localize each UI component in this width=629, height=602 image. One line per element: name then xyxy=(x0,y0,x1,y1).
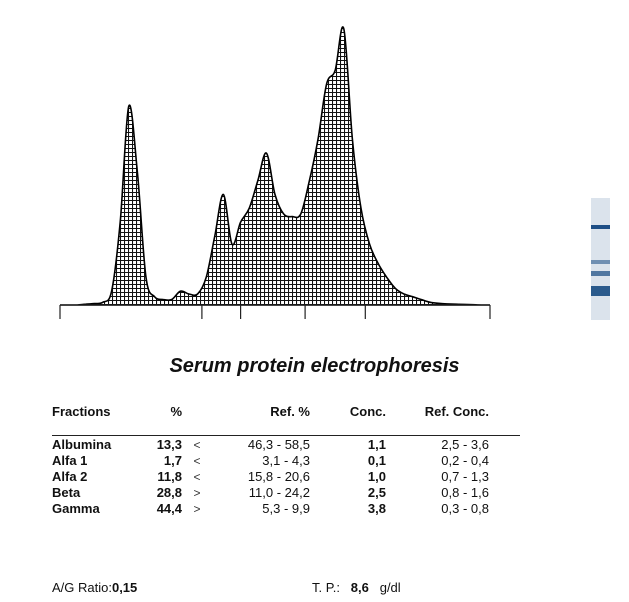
fraction-name: Gamma xyxy=(52,501,100,516)
fraction-ref-percent: 11,0 - 24,2 xyxy=(248,485,310,500)
fraction-ref-conc: 0,7 - 1,3 xyxy=(441,469,489,484)
gel-band-beta xyxy=(591,271,610,276)
densitogram-area xyxy=(60,26,490,306)
gel-strip-background xyxy=(591,198,610,320)
table-header-rule xyxy=(52,435,520,436)
header-ref-conc: Ref. Conc. xyxy=(424,404,489,419)
fraction-ref-percent: 3,1 - 4,3 xyxy=(262,453,310,468)
header-ref-percent: Ref. % xyxy=(270,404,310,419)
ag-ratio-value: 0,15 xyxy=(111,580,138,595)
fraction-conc: 2,5 xyxy=(367,485,386,500)
fraction-percent: 11,8 xyxy=(157,469,182,484)
fraction-percent: 1,7 xyxy=(163,453,182,468)
fraction-conc: 3,8 xyxy=(367,501,386,516)
gel-band-gamma xyxy=(591,286,610,296)
densitometer-gel-strip xyxy=(591,198,610,320)
header-conc: Conc. xyxy=(349,404,386,419)
table-header-row: Fractions % Ref. % Conc. Ref. Conc. xyxy=(52,404,489,431)
fraction-ref-conc: 0,3 - 0,8 xyxy=(441,501,489,516)
fraction-flag: > xyxy=(193,501,201,516)
fraction-name: Alfa 1 xyxy=(52,453,88,468)
header-percent: % xyxy=(170,404,182,419)
fraction-conc: 0,1 xyxy=(367,453,386,468)
fraction-name: Alfa 2 xyxy=(52,469,88,484)
fraction-percent: 44,4 xyxy=(156,501,182,516)
ag-ratio-label: A/G Ratio: xyxy=(52,580,112,595)
fraction-ref-conc: 0,8 - 1,6 xyxy=(441,485,489,500)
ag-ratio: A/G Ratio:0,15 xyxy=(52,580,137,595)
chart-title: Serum protein electrophoresis xyxy=(169,355,460,377)
table-row-beta: Beta 28,8 > 11,0 - 24,2 2,5 0,8 - 1,6 xyxy=(52,484,489,500)
table-row-alfa2: Alfa 2 11,8 < 15,8 - 20,6 1,0 0,7 - 1,3 xyxy=(52,468,489,484)
header-flag xyxy=(182,404,212,431)
fraction-percent: 28,8 xyxy=(156,485,182,500)
electrophoresis-chart xyxy=(59,26,491,319)
fraction-flag: > xyxy=(193,485,201,500)
fraction-ref-conc: 2,5 - 3,6 xyxy=(441,437,489,452)
table-row-albumina: Albumina 13,3 < 46,3 - 58,5 1,1 2,5 - 3,… xyxy=(52,431,489,452)
total-protein: T. P.: 8,6 g/dl xyxy=(312,580,401,595)
fraction-conc: 1,1 xyxy=(367,437,386,452)
total-protein-label: T. P.: xyxy=(312,580,340,595)
fraction-name: Albumina xyxy=(52,437,112,452)
fractions-table: Fractions % Ref. % Conc. Ref. Conc. Albu… xyxy=(52,404,489,516)
fraction-conc: 1,0 xyxy=(367,469,386,484)
total-protein-value: 8,6 xyxy=(350,580,369,595)
table-row-gamma: Gamma 44,4 > 5,3 - 9,9 3,8 0,3 - 0,8 xyxy=(52,500,489,516)
fraction-name: Beta xyxy=(52,485,81,500)
fraction-ref-percent: 15,8 - 20,6 xyxy=(247,469,310,484)
fraction-flag: < xyxy=(193,437,201,452)
fraction-flag: < xyxy=(193,469,201,484)
fraction-percent: 13,3 xyxy=(156,437,182,452)
fraction-ref-conc: 0,2 - 0,4 xyxy=(441,453,489,468)
fraction-ref-percent: 5,3 - 9,9 xyxy=(262,501,310,516)
fraction-flag: < xyxy=(193,453,201,468)
fraction-ref-percent: 46,3 - 58,5 xyxy=(247,437,310,452)
table-row-alfa1: Alfa 1 1,7 < 3,1 - 4,3 0,1 0,2 - 0,4 xyxy=(52,452,489,468)
total-protein-unit: g/dl xyxy=(379,580,401,595)
fraction-boundary-ticks xyxy=(59,305,491,319)
gel-band-albumin xyxy=(591,225,610,229)
gel-band-alfa2 xyxy=(591,260,610,264)
header-fractions: Fractions xyxy=(52,404,111,419)
